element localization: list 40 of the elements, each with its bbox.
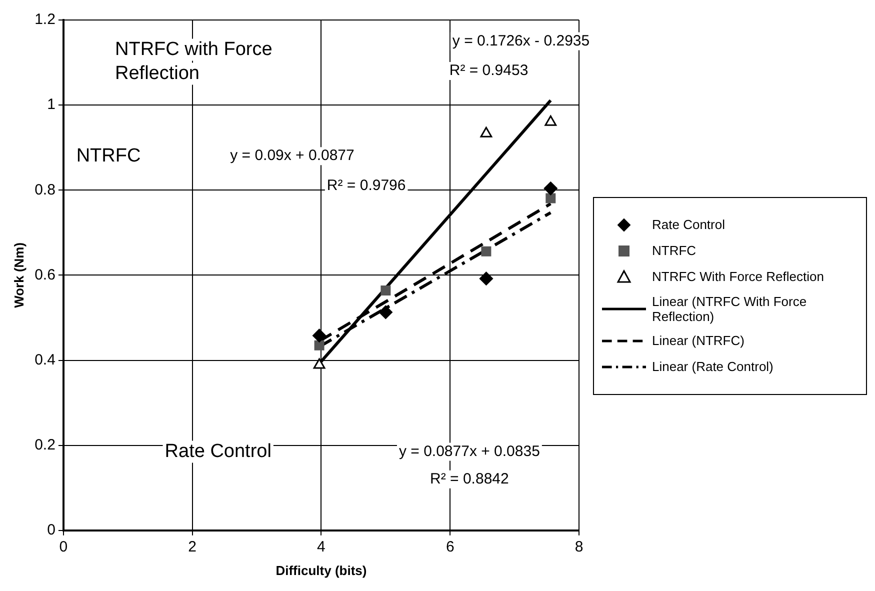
y-tick-label: 0.4 [34, 351, 56, 368]
y-tick-label: 0.6 [34, 266, 56, 284]
y-tick-label: 0.2 [34, 436, 56, 454]
annotation: Rate Control [164, 440, 272, 462]
x-tick-label: 8 [574, 538, 584, 556]
x-axis-title: Difficulty (bits) [276, 562, 367, 578]
annotation: y = 0.1726x - 0.2935 [452, 32, 590, 50]
x-tick-label: 4 [317, 538, 326, 556]
annotation: NTRFC [76, 145, 141, 166]
annotation: R² = 0.8842 [430, 470, 509, 488]
point [314, 340, 324, 350]
legend-label: Linear (NTRFC) [652, 333, 744, 348]
legend-label: NTRFC [652, 243, 696, 258]
point [544, 182, 558, 196]
point [378, 305, 392, 319]
y-tick-label: 0 [47, 522, 56, 539]
point [544, 115, 557, 126]
point [481, 246, 492, 256]
point [546, 193, 556, 204]
annotation: y = 0.0877x + 0.0835 [398, 442, 540, 460]
point [480, 126, 492, 138]
x-tick-label: 0 [59, 538, 68, 556]
point [380, 286, 391, 296]
point [479, 272, 493, 286]
annotation: NTRFC with Force Reflection [115, 39, 272, 84]
y-tick-label: 1.2 [34, 11, 56, 28]
point [313, 358, 326, 369]
annotation: R² = 0.9453 [449, 62, 528, 80]
legend-label: Linear (NTRFC With Force Reflection) [652, 294, 808, 324]
y-axis-title: Work (Nm) [11, 242, 26, 308]
point [312, 328, 326, 342]
y-tick-label: 0.8 [34, 181, 56, 198]
annotation: y = 0.09x + 0.0877 [230, 147, 354, 164]
annotation: R² = 0.9796 [326, 177, 406, 194]
y-tick-label: 1 [47, 96, 56, 114]
legend-label: Rate Control [652, 217, 725, 232]
x-tick-label: 6 [446, 538, 454, 556]
x-tick-label: 2 [188, 538, 197, 556]
legend-label: Linear (Rate Control) [652, 359, 774, 374]
legend-label: NTRFC With Force Reflection [652, 269, 824, 284]
